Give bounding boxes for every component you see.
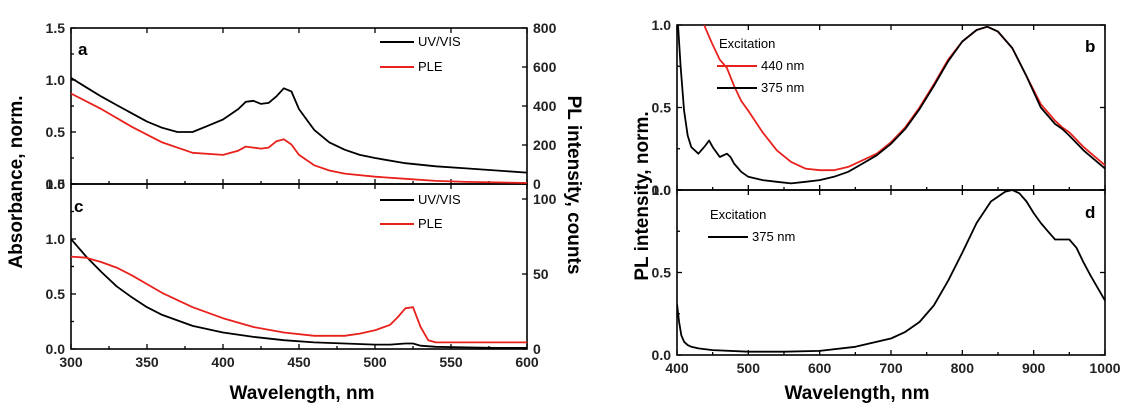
panel-c-xtick-label: 400 xyxy=(211,354,235,370)
panel-d-xtick-label: 1000 xyxy=(1089,360,1120,376)
panel-d-xtick-label: 700 xyxy=(879,360,903,376)
data-series xyxy=(71,9,1105,352)
panel-c-letter: c xyxy=(74,197,83,216)
panel-a-legend-label: PLE xyxy=(418,59,443,74)
panel-b-letter: b xyxy=(1085,37,1095,56)
right-y-axis-title: PL intensity, counts xyxy=(563,96,584,275)
panel-c-xtick-label: 350 xyxy=(135,354,159,370)
panel-c-right-ytick-label: 50 xyxy=(533,266,549,282)
panel-c-series-uv-vis xyxy=(71,239,527,348)
panel-b-legend-label: 440 nm xyxy=(761,58,804,73)
panel-c-xtick-label: 500 xyxy=(363,354,387,370)
panel-c-frame xyxy=(71,184,527,349)
panel-b-ytick-label: 0.5 xyxy=(652,100,672,116)
panel-c-right-ytick-label: 0 xyxy=(533,341,541,357)
left-x-axis-title: Wavelength, nm xyxy=(230,383,375,404)
panel-c-ytick-label: 1.0 xyxy=(46,231,66,247)
panel-a-letter: a xyxy=(78,40,88,59)
right-panels-y-axis-title: PL intensity, norm. xyxy=(632,111,653,280)
panel-a-ytick-label: 0.5 xyxy=(46,124,66,140)
panel-d-ytick-label: 0.0 xyxy=(652,347,672,363)
panel-a-right-ytick-label: 200 xyxy=(533,137,557,153)
panel-a-right-ytick-label: 800 xyxy=(533,20,557,36)
panel-d-xtick-label: 500 xyxy=(737,360,761,376)
panel-d-xtick-label: 800 xyxy=(951,360,975,376)
panel-c-xtick-label: 550 xyxy=(439,354,463,370)
panel-c-right-ytick-label: 100 xyxy=(533,191,557,207)
panel-b-legend-label: 375 nm xyxy=(761,80,804,95)
panel-a-ytick-label: 1.5 xyxy=(46,20,66,36)
panel-d-legend-label: 375 nm xyxy=(752,229,795,244)
panel-c-ytick-label: 1.5 xyxy=(46,176,66,192)
panel-a-ytick-label: 1.0 xyxy=(46,72,66,88)
left-y-axis-title: Absorbance, norm. xyxy=(6,95,27,268)
panel-c-ytick-label: 0.0 xyxy=(46,341,66,357)
panel-a-right-ytick-label: 600 xyxy=(533,59,557,75)
panel-d-ytick-label: 0.5 xyxy=(652,265,672,281)
panel-d-legend-title: Excitation xyxy=(710,207,766,222)
panel-b-series-375-nm xyxy=(677,9,1105,184)
panel-a-series-uv-vis xyxy=(71,78,527,173)
panel-c-legend-label: PLE xyxy=(418,216,443,231)
panel-b-legend-title: Excitation xyxy=(719,36,775,51)
panel-a-legend-label: UV/VIS xyxy=(418,34,461,49)
legends: UV/VIS PLE UV/VIS PLE Excitation 440 nm 375 nm… xyxy=(380,34,804,244)
panel-c-ytick-label: 0.5 xyxy=(46,286,66,302)
panel-d-xtick-label: 900 xyxy=(1022,360,1046,376)
panel-c-legend-label: UV/VIS xyxy=(418,192,461,207)
panel-a-frame xyxy=(71,28,527,184)
panel-a-right-ytick-label: 400 xyxy=(533,98,557,114)
panel-c-series-ple xyxy=(71,257,527,343)
panel-d-ytick-label: 1.0 xyxy=(652,182,672,198)
right-x-axis-title: Wavelength, nm xyxy=(785,383,930,404)
panel-frames xyxy=(71,25,1105,355)
panel-d-xtick-label: 600 xyxy=(808,360,832,376)
panel-c-xtick-label: 450 xyxy=(287,354,311,370)
panel-b-ytick-label: 1.0 xyxy=(652,17,672,33)
panel-a-right-ytick-label: 0 xyxy=(533,176,541,192)
panel-d-letter: d xyxy=(1085,203,1095,222)
